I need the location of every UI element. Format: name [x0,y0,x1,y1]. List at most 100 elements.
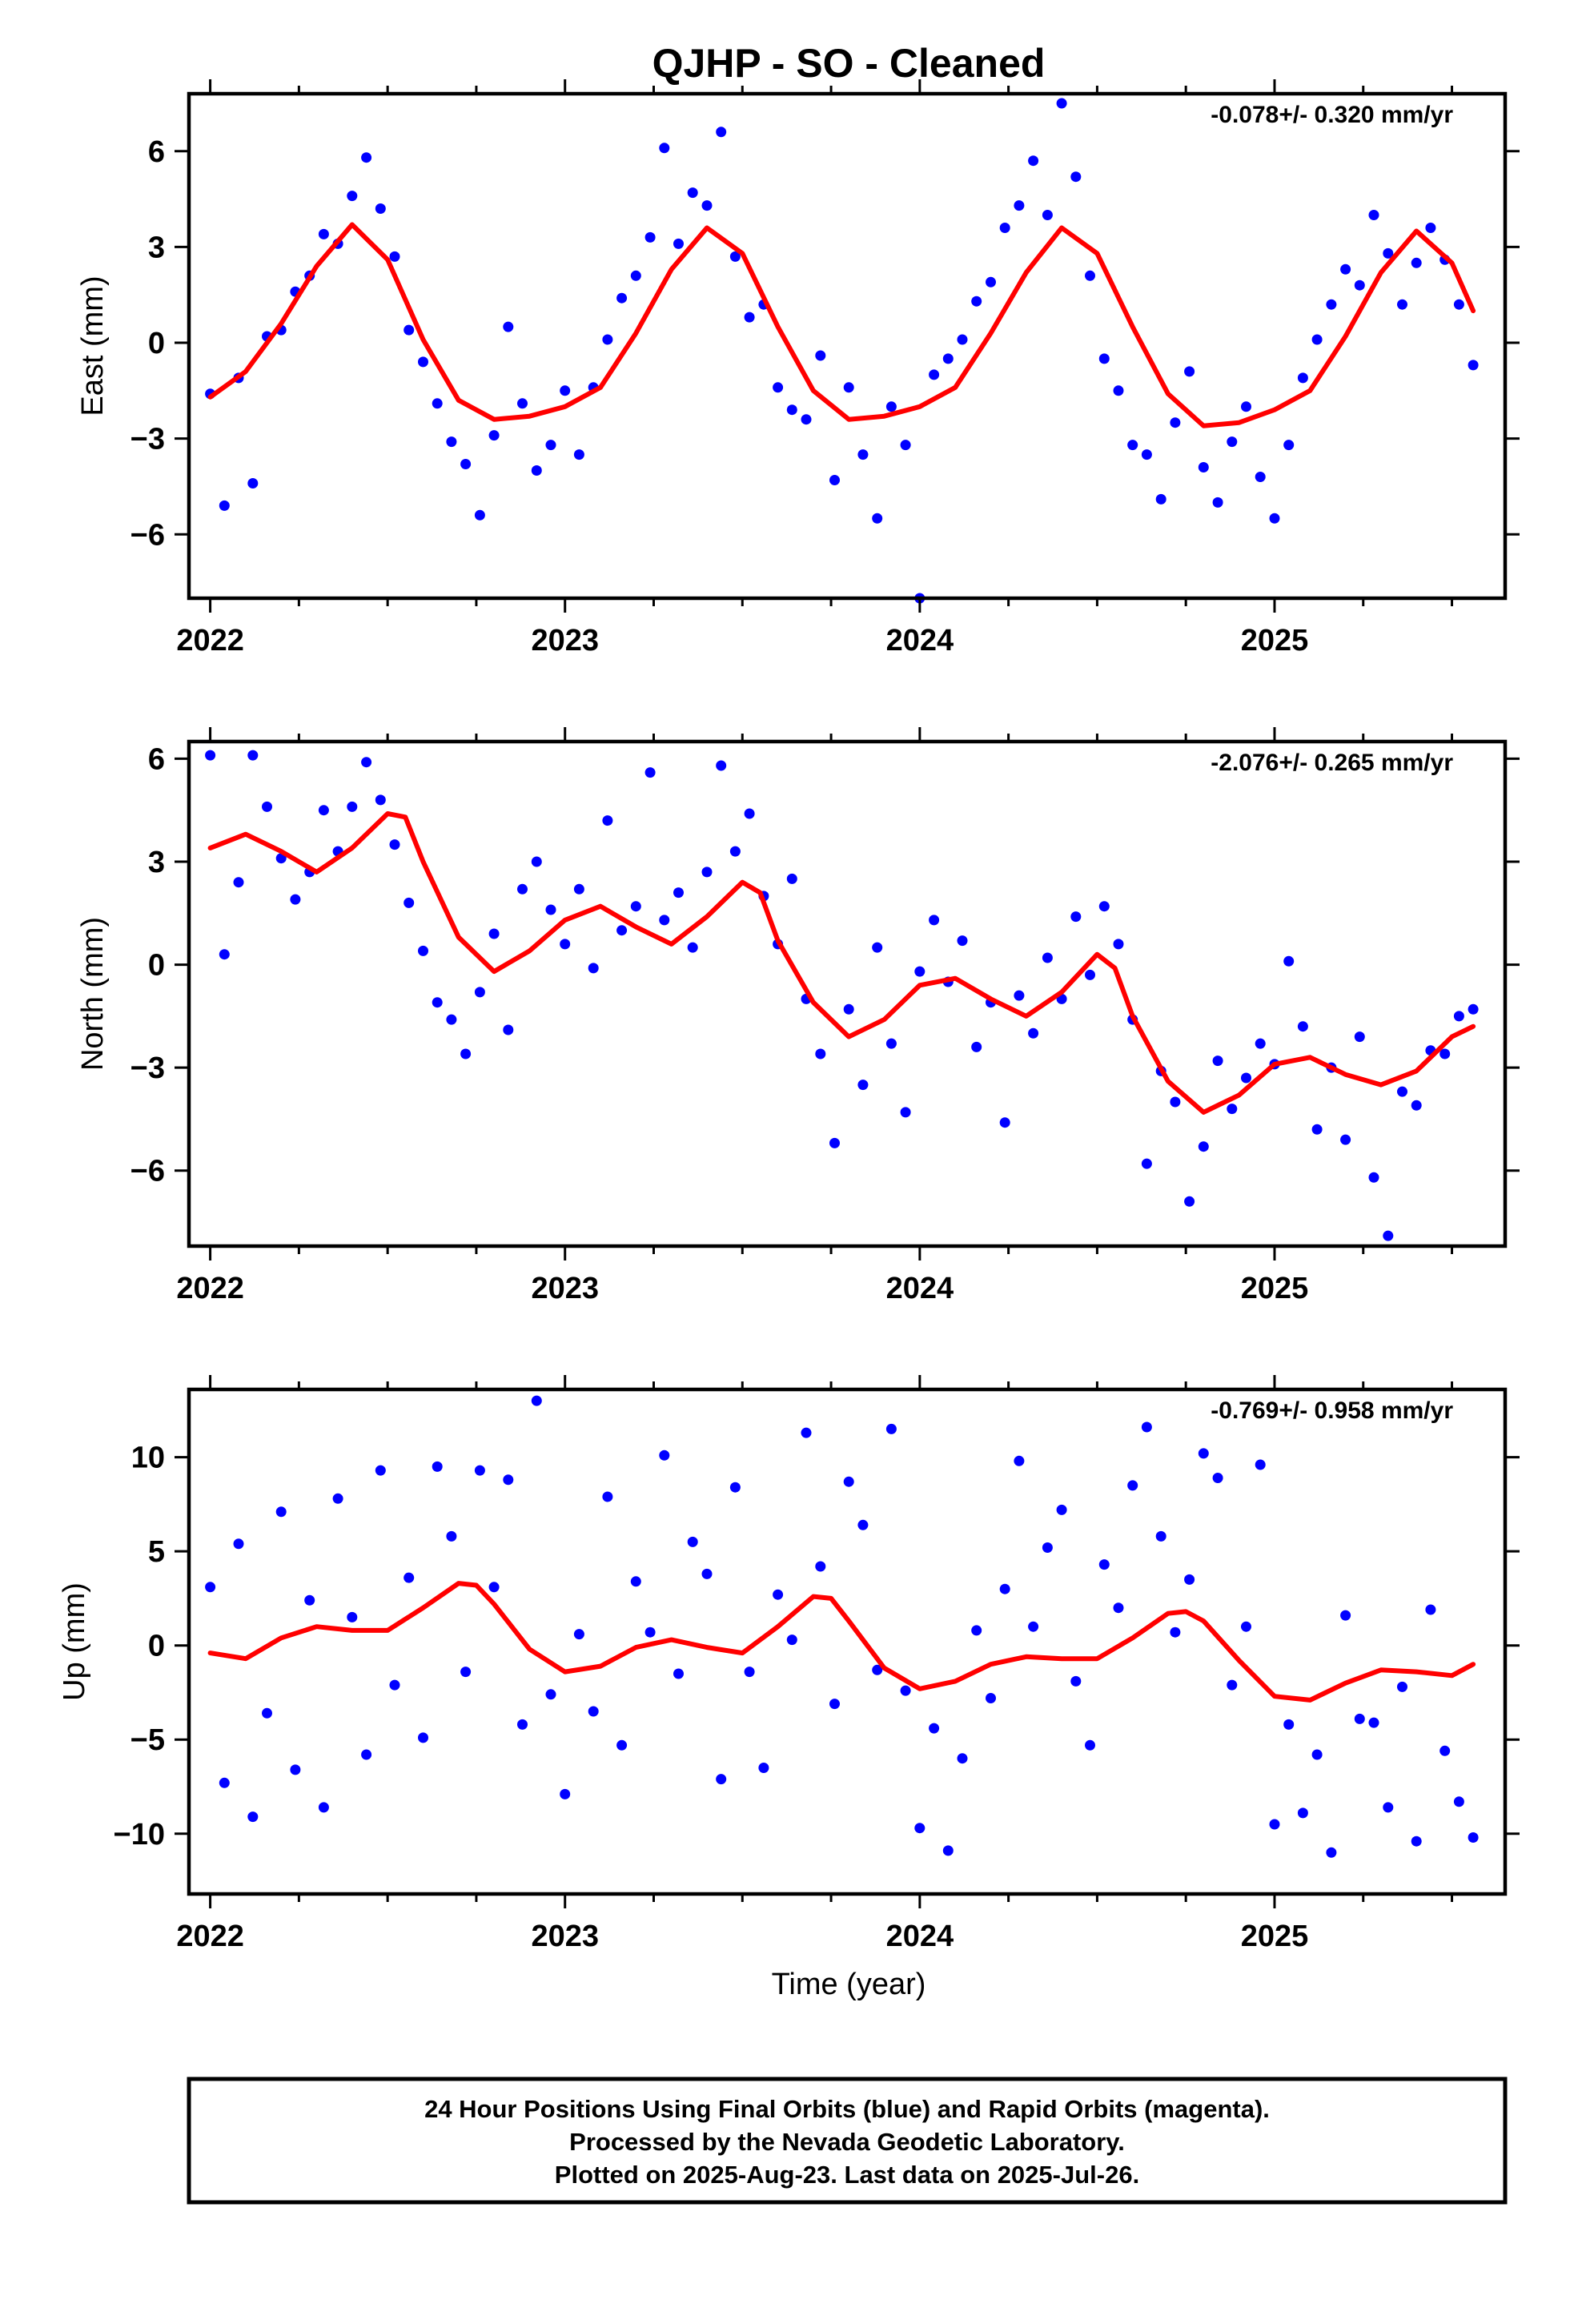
east-data-point [729,251,741,262]
east-data-point [1326,299,1337,310]
up-data-point [205,1582,216,1593]
north-data-point [573,883,584,895]
footer-line-1: 24 Hour Positions Using Final Orbits (bl… [424,2095,1270,2123]
up-data-point [602,1491,613,1502]
east-data-point [1085,270,1095,281]
east-data-point [716,127,727,138]
up-data-point [829,1699,840,1710]
up-data-point [1283,1719,1295,1730]
north-data-point [247,750,259,761]
up-data-point [304,1594,315,1606]
north-data-point [1255,1038,1266,1049]
up-data-point [361,1749,372,1760]
up-y-tick-label: 5 [148,1535,165,1569]
north-data-point [914,966,926,977]
up-data-point [999,1583,1010,1594]
north-data-point [659,915,670,926]
north-data-point [701,866,713,878]
north-data-point [488,928,500,939]
north-y-tick-label: 6 [148,742,165,776]
east-data-point [885,401,897,412]
east-data-point [219,500,230,511]
north-data-point [233,877,244,888]
up-data-point [815,1561,826,1572]
east-data-point [247,478,259,489]
east-data-point [957,334,968,345]
east-data-point [1127,440,1138,451]
up-data-point [389,1679,400,1691]
north-data-point [1411,1100,1422,1111]
east-x-tick-label: 2022 [176,624,244,657]
north-y-tick-label: 0 [148,949,165,983]
north-data-point [786,873,797,884]
north-y-tick-label: −3 [130,1051,165,1085]
north-data-point [1311,1124,1323,1135]
north-data-point [1141,1158,1152,1169]
north-data-point [744,808,755,819]
panel-east: 2022 2023 2024 2025 −6 −3 0 3 6 -0.078+/- 0.320 … [76,79,1520,657]
up-data-point [1439,1745,1451,1756]
north-data-point [1297,1021,1308,1032]
east-data-point [545,440,556,451]
north-data-point [531,856,542,867]
up-data-point [1141,1421,1152,1433]
up-data-point [1468,1832,1479,1843]
up-data-point [1269,1819,1280,1830]
north-data-point [885,1038,897,1049]
east-y-tick-label: 6 [148,135,165,169]
up-data-point [986,1693,996,1703]
up-data-point [644,1626,656,1638]
north-data-point [503,1024,514,1035]
north-data-point [1184,1196,1195,1207]
up-data-point [1326,1847,1337,1858]
east-data-point [701,200,713,211]
up-data-point [1198,1448,1209,1459]
up-data-point [1383,1802,1394,1813]
panel-north: 2022 2023 2024 2025 −6 −3 0 3 6 -2.076+/- 0.265 … [76,727,1520,1305]
east-data-point [503,321,514,332]
north-data-point [375,794,386,806]
east-data-point [1255,472,1266,482]
up-data-point [1085,1739,1095,1751]
up-data-point [1028,1621,1039,1632]
up-y-axis-label: Up (mm) [58,1582,91,1701]
up-data-point [1212,1473,1223,1483]
north-data-point [1028,1027,1039,1039]
north-data-point [1241,1072,1251,1084]
up-data-point [1098,1559,1110,1570]
east-data-point [1028,155,1039,167]
up-data-point [219,1777,230,1788]
up-data-point [517,1719,528,1730]
up-data-point [503,1474,514,1486]
north-axes: 2022 2023 2024 2025 −6 −3 0 3 6 [130,727,1520,1305]
north-rate-label: -2.076+/- 0.265 mm/yr [1211,750,1453,776]
up-data-point [716,1774,727,1785]
north-data-point [1453,1011,1464,1022]
north-data-point [1383,1230,1394,1241]
east-model-curve [207,222,1476,428]
up-y-tick-label: 10 [131,1441,165,1475]
north-data-point [602,815,613,826]
up-data-point [1297,1807,1308,1819]
north-data-point [687,942,698,953]
up-data-point [1255,1459,1266,1470]
up-data-point [1354,1713,1365,1724]
north-model-curve [207,811,1476,1115]
north-data-point [971,1041,982,1052]
north-data-point [517,883,528,895]
up-data-point [872,1664,883,1675]
north-data-point [474,987,485,998]
up-data-point [801,1427,812,1438]
east-data-point [1340,263,1351,275]
north-data-point [644,767,656,778]
north-data-point [616,925,628,936]
east-data-point [460,459,472,469]
up-data-point [588,1706,599,1717]
east-data-point [404,324,415,336]
up-data-point [432,1461,443,1472]
east-data-point [1113,385,1124,396]
up-data-point [418,1732,428,1743]
up-data-point [560,1788,571,1799]
north-data-point [843,1003,854,1015]
up-y-tick-label: −10 [114,1818,165,1852]
